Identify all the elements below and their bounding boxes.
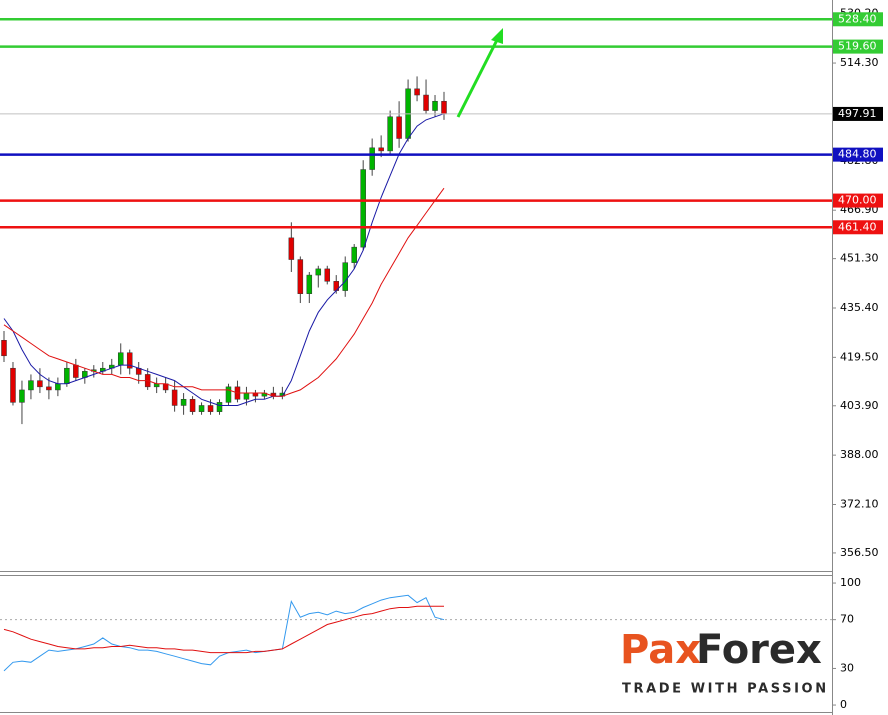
y-tick-label: 514.30 [840, 56, 879, 69]
candle-body [55, 383, 61, 391]
candle-body [1, 340, 7, 357]
y-tick-label: 388.00 [840, 448, 879, 461]
candle-body [10, 367, 16, 403]
candle-body [378, 147, 384, 152]
forecast-arrow [456, 28, 503, 118]
y-tick-label: 403.90 [840, 399, 879, 412]
candle-body [441, 100, 447, 115]
candle-body [387, 116, 393, 152]
candle-body [243, 392, 250, 400]
candle-body [351, 246, 357, 263]
candle-body [423, 94, 429, 111]
candle-body [64, 367, 70, 384]
candle-body [342, 262, 348, 291]
y-tick-label: 451.30 [840, 252, 879, 265]
level-tag [833, 193, 883, 208]
candle-body [369, 147, 375, 170]
y-tick-label: 419.50 [840, 350, 879, 363]
candle-body [207, 405, 214, 412]
candle-body [324, 268, 331, 282]
candle-body [225, 386, 232, 403]
line-series [3, 605, 444, 654]
candle-body [28, 380, 34, 391]
line-series [3, 187, 445, 397]
candle-body [306, 274, 313, 294]
candle-body [297, 259, 304, 294]
candle-body [252, 392, 259, 397]
level-label: 461.40 [838, 220, 877, 233]
logo-tagline: TRADE WITH PASSION [622, 682, 829, 697]
candle-body [360, 169, 366, 248]
y-tick-label: 372.10 [840, 497, 879, 510]
y-tick-label: 100 [840, 576, 861, 589]
candle-body [37, 380, 43, 388]
candle-body [432, 100, 438, 111]
logo-suffix: Forex [696, 627, 822, 673]
candle-body [189, 399, 196, 412]
candle-body [414, 88, 420, 96]
candle-body [46, 386, 52, 391]
candle-body [73, 364, 79, 378]
y-tick-label: 0 [840, 698, 847, 711]
level-label: 497.91 [838, 107, 877, 120]
logo: Pax Forex TRADE WITH PASSION [620, 627, 829, 697]
level-label: 484.80 [838, 148, 877, 161]
level-tag [833, 106, 883, 121]
level-tag [833, 12, 883, 27]
candle-body [19, 389, 25, 403]
candle-body [315, 268, 322, 276]
candle-body [126, 352, 133, 369]
level-label: 470.00 [838, 194, 877, 207]
candle-body [396, 116, 402, 139]
level-tag [833, 147, 883, 162]
candle-body [216, 402, 223, 412]
logo-prefix: Pax [620, 627, 701, 673]
level-label: 528.40 [838, 12, 877, 25]
y-tick-label: 356.50 [840, 546, 879, 559]
y-tick-label: 435.40 [840, 301, 879, 314]
candle-body [180, 399, 187, 406]
candle-body [198, 405, 205, 412]
level-label: 519.60 [838, 40, 877, 53]
candle-body [288, 237, 295, 260]
y-tick-label: 30 [840, 661, 854, 674]
level-tag [833, 220, 883, 235]
candle-body [117, 352, 124, 366]
candle-body [171, 389, 178, 406]
y-tick-label: 70 [840, 613, 854, 626]
level-tag [833, 39, 883, 54]
candle-body [153, 383, 160, 388]
